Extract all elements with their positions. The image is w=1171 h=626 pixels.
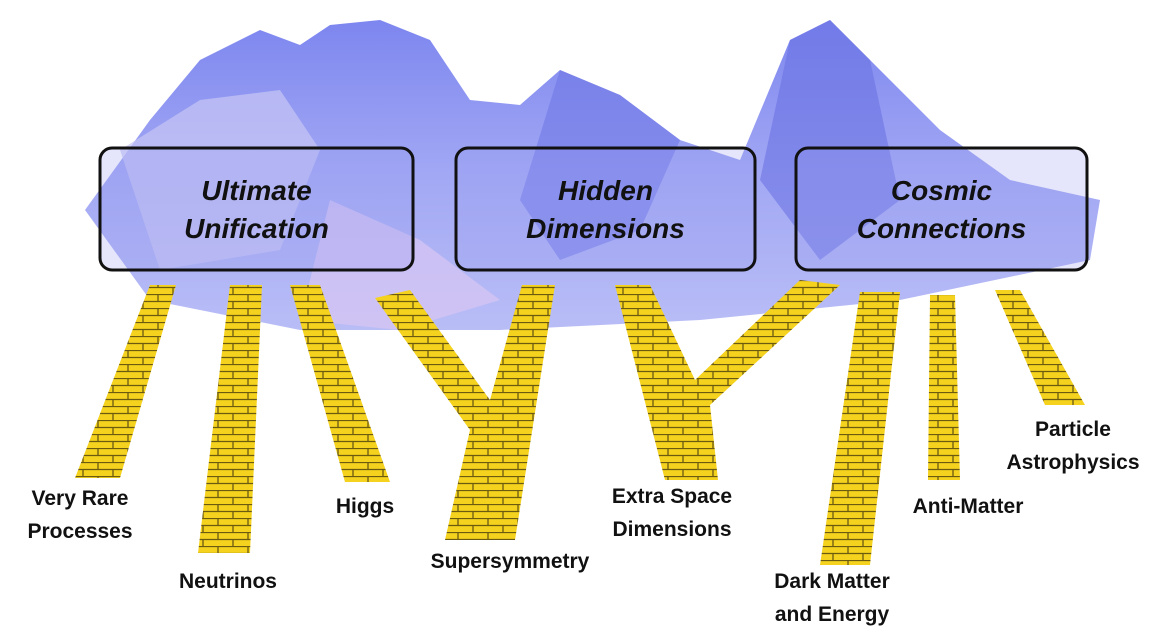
box-label: Cosmic	[891, 175, 993, 206]
path-label: Processes	[27, 520, 132, 543]
path-label: Anti-Matter	[913, 495, 1024, 518]
boxes: Ultimate Unification Hidden Dimensions Cosmi…	[98, 146, 1089, 272]
path-label: Dimensions	[612, 518, 731, 541]
box	[794, 146, 1089, 272]
path-label: Supersymmetry	[431, 550, 590, 573]
path-label: Extra Space	[612, 485, 732, 508]
box-label: Ultimate	[201, 175, 311, 206]
path-label: Dark Matter	[774, 570, 890, 593]
path-label: Higgs	[336, 495, 394, 518]
path-label: Particle	[1035, 418, 1111, 441]
mountains	[85, 20, 1100, 330]
path-label: Neutrinos	[179, 570, 277, 593]
path-label: Astrophysics	[1006, 451, 1139, 474]
box-label: Connections	[857, 213, 1027, 244]
path-label: Very Rare	[32, 487, 129, 510]
brick-paths	[75, 280, 1085, 565]
path-label: and Energy	[775, 603, 890, 626]
box	[98, 146, 415, 272]
box-label: Dimensions	[526, 213, 685, 244]
box-label: Hidden	[558, 175, 653, 206]
box-label: Unification	[184, 213, 329, 244]
box	[454, 146, 757, 272]
path-labels: Very Rare Processes Neutrinos Higgs Supersym…	[27, 418, 1139, 626]
